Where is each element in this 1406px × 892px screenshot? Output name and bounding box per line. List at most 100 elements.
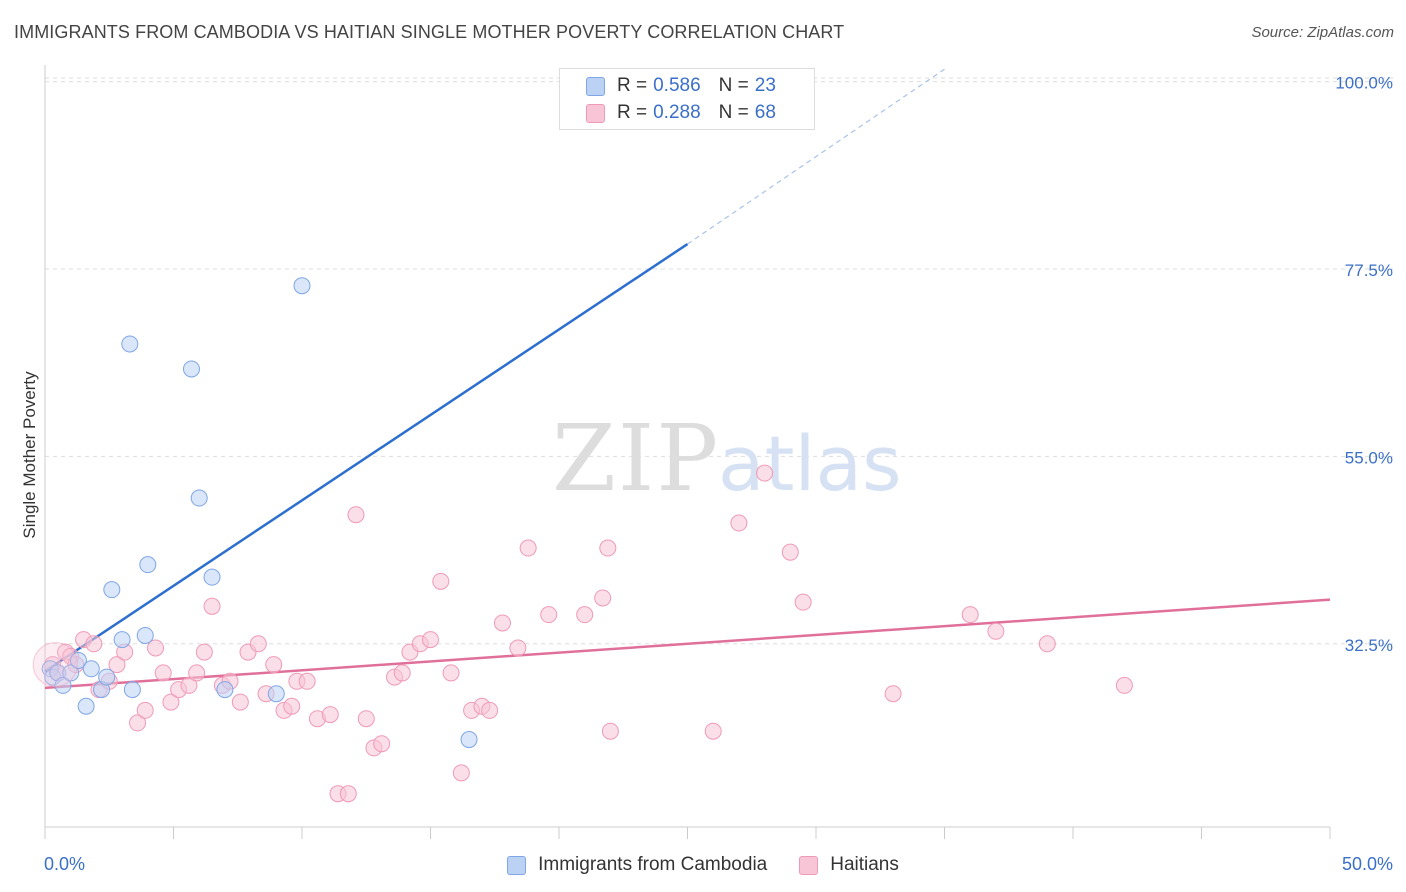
point-haitians (601, 722, 619, 740)
legend-n-value-cambodia: 23 (754, 75, 776, 96)
point-cambodia (136, 626, 154, 644)
point-cambodia (190, 489, 208, 507)
point-cambodia (460, 731, 478, 749)
point-haitians (283, 697, 301, 715)
point-haitians (154, 664, 172, 682)
point-haitians (442, 664, 460, 682)
y-tick-label: 55.0% (1345, 448, 1393, 467)
point-cambodia (123, 681, 141, 699)
trend-line-cambodia-extension (687, 68, 945, 245)
trend-lines (44, 68, 1331, 690)
point-haitians (452, 764, 470, 782)
point-haitians (884, 685, 902, 703)
point-haitians (195, 643, 213, 661)
point-haitians (519, 539, 537, 557)
watermark: ZIP atlas (552, 405, 902, 512)
legend-row-cambodia: R = 0.586 N = 23 (586, 73, 776, 99)
point-haitians (347, 506, 365, 524)
point-haitians (961, 606, 979, 624)
legend-swatch-cambodia (586, 76, 605, 96)
y-tick-label: 100.0% (1335, 74, 1393, 93)
source-credit: Source: ZipAtlas.com (1251, 24, 1394, 41)
point-cambodia (267, 685, 285, 703)
point-haitians (576, 606, 594, 624)
point-haitians (1038, 635, 1056, 653)
legend-n-label: N = (718, 75, 749, 96)
point-cambodia (77, 697, 95, 715)
legend-row-haitians: R = 0.288 N = 68 (586, 100, 776, 126)
x-tick-label-min: 0.0% (44, 854, 85, 874)
point-haitians (599, 539, 617, 557)
point-cambodia (98, 668, 116, 686)
data-points (32, 277, 1133, 803)
bottom-legend-label-cambodia: Immigrants from Cambodia (538, 854, 768, 875)
legend-n-value-haitians: 68 (754, 102, 776, 123)
chart-title: IMMIGRANTS FROM CAMBODIA VS HAITIAN SING… (14, 22, 845, 42)
bottom-legend-swatch-cambodia (507, 855, 527, 875)
point-haitians (129, 714, 147, 732)
point-haitians (147, 639, 165, 657)
grid-lines (45, 77, 1395, 645)
point-haitians (249, 635, 267, 653)
bottom-legend-cambodia: Immigrants from Cambodia (507, 854, 767, 876)
legend-swatch-haitians (586, 103, 605, 123)
point-haitians (321, 706, 339, 724)
point-haitians (108, 656, 126, 674)
trend-line-haitians (44, 598, 1331, 690)
point-haitians (265, 656, 283, 674)
point-cambodia (182, 360, 200, 378)
legend-n-label: N = (718, 102, 749, 123)
point-haitians (231, 693, 249, 711)
bottom-legend-haitians: Haitians (799, 854, 899, 876)
point-haitians (540, 606, 558, 624)
y-tick-label: 77.5% (1345, 261, 1393, 280)
point-haitians (509, 639, 527, 657)
point-haitians (188, 664, 206, 682)
point-haitians (704, 722, 722, 740)
point-cambodia (69, 651, 87, 669)
legend-r-label: R = (617, 75, 648, 96)
bottom-legend-swatch-haitians (799, 855, 819, 875)
point-cambodia (293, 277, 311, 295)
point-haitians (162, 693, 180, 711)
point-haitians (432, 572, 450, 590)
legend-r-value-cambodia: 0.586 (653, 75, 701, 96)
watermark-zip: ZIP (552, 405, 720, 512)
point-haitians (481, 701, 499, 719)
point-haitians (136, 701, 154, 719)
point-cambodia (203, 568, 221, 586)
trend-line-cambodia (44, 243, 689, 673)
point-haitians (730, 514, 748, 532)
point-haitians (987, 622, 1005, 640)
point-haitians (422, 631, 439, 649)
point-haitians (781, 543, 799, 561)
point-haitians (1115, 676, 1133, 694)
point-haitians (493, 614, 511, 632)
point-cambodia (82, 660, 100, 678)
axes (44, 65, 1331, 839)
point-haitians (85, 635, 103, 653)
legend-r-label: R = (617, 102, 648, 123)
point-cluster-haitians (32, 642, 78, 688)
point-haitians (339, 785, 357, 803)
x-tick-label-max: 50.0% (1342, 854, 1393, 874)
legend-r-value-haitians: 0.288 (653, 102, 701, 123)
point-haitians (756, 464, 774, 482)
point-cambodia (103, 581, 121, 599)
point-haitians (594, 589, 612, 607)
point-cambodia (113, 631, 131, 649)
point-haitians (180, 676, 198, 694)
bottom-legend: Immigrants from Cambodia Haitians (0, 852, 1406, 878)
y-axis-label: Single Mother Poverty (20, 371, 39, 539)
y-tick-label: 32.5% (1345, 636, 1393, 655)
point-cambodia (139, 556, 157, 574)
bottom-legend-label-haitians: Haitians (830, 854, 899, 875)
point-haitians (373, 735, 391, 753)
watermark-atlas: atlas (718, 419, 902, 508)
point-cambodia (121, 335, 139, 353)
point-haitians (393, 664, 411, 682)
point-cambodia (216, 681, 234, 699)
tick-labels: 32.5% 55.0% 77.5% 100.0% 0.0% 50.0% (44, 74, 1393, 874)
point-haitians (298, 672, 316, 690)
